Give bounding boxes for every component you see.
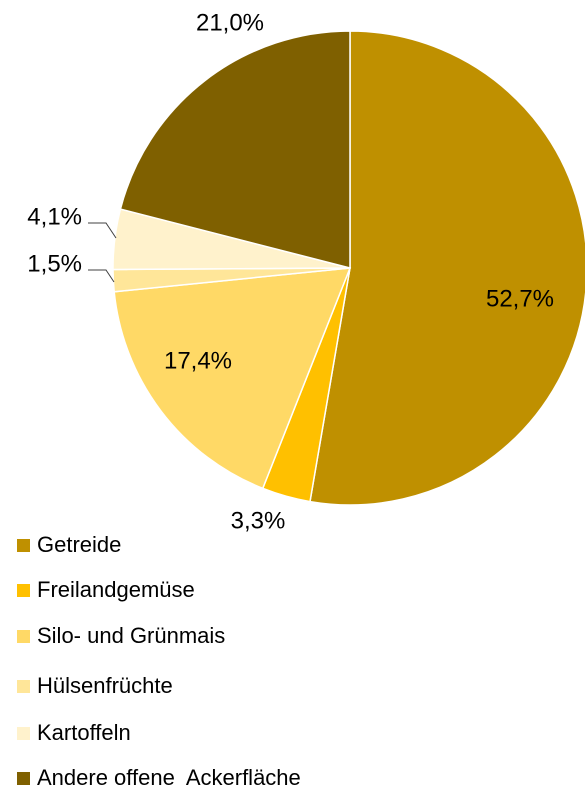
legend-label: Kartoffeln (37, 720, 131, 745)
legend-label: Hülsenfrüchte (37, 673, 173, 698)
legend-swatch (17, 584, 30, 597)
pie-slice (113, 267, 352, 490)
legend-label: Getreide (37, 532, 121, 557)
legend-swatch (17, 680, 30, 693)
legend-swatch (17, 727, 30, 740)
data-label: 3,3% (231, 507, 286, 534)
legend-label: Silo- und Grünmais (37, 623, 225, 648)
leader-line (88, 222, 117, 239)
pie-slice (119, 30, 351, 269)
legend-swatch (17, 772, 30, 785)
legend-label: Freilandgemüse (37, 577, 195, 602)
legend-swatch (17, 539, 30, 552)
data-label: 4,1% (27, 203, 82, 230)
legend-swatch (17, 630, 30, 643)
legend-label: Andere offene Ackerfläche (37, 765, 301, 790)
data-label: 21,0% (196, 9, 264, 36)
data-label: 17,4% (164, 347, 232, 374)
data-label: 52,7% (486, 285, 554, 312)
pie-slice (309, 30, 585, 506)
data-label: 1,5% (27, 250, 82, 277)
leader-line (88, 269, 115, 283)
